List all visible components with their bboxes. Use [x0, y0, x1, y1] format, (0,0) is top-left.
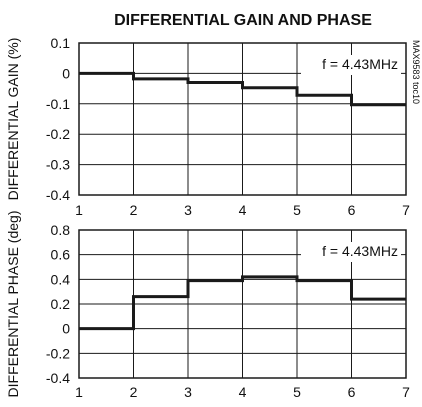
y-tick-label: -0.4	[46, 187, 70, 203]
x-tick-label: 5	[293, 384, 301, 400]
x-tick-label: 6	[348, 202, 356, 218]
x-tick-label: 2	[130, 202, 138, 218]
y-axis-label: DIFFERENTIAL PHASE (deg)	[5, 211, 21, 398]
frequency-annotation: f = 4.43MHz	[322, 56, 398, 72]
y-tick-label: 0.6	[51, 247, 71, 263]
y-tick-label: -0.2	[46, 345, 70, 361]
y-tick-label: 0.1	[51, 35, 71, 51]
y-tick-label: 0.2	[51, 296, 71, 312]
y-tick-label: 0	[62, 321, 70, 337]
plot-frame	[78, 229, 407, 379]
x-tick-label: 4	[239, 202, 247, 218]
x-tick-label: 1	[75, 384, 83, 400]
x-tick-label: 4	[239, 384, 247, 400]
y-tick-label: -0.1	[46, 96, 70, 112]
plot-1: 0.1 0 -0.1 -0.2 -0.3 -0.4 1 2 3 4 5 6 7 DIFFERENTIAL …	[5, 35, 410, 218]
annotation-bg	[301, 55, 401, 75]
y-tick-label: -0.3	[46, 157, 70, 173]
y-tick-label: 0.4	[51, 271, 71, 287]
x-tick-label: 7	[402, 384, 410, 400]
chart-title: DIFFERENTIAL GAIN AND PHASE	[114, 12, 372, 29]
plot-2: 0.8 0.6 0.4 0.2 0 -0.2 -0.4 1 2 3 4 5 6 7 DIFFERENTIAL…	[5, 211, 410, 400]
x-tick-label: 3	[184, 202, 192, 218]
x-tick-label: 6	[348, 384, 356, 400]
series-line	[79, 275, 406, 331]
annotation-bg	[301, 242, 401, 262]
x-tick-label: 7	[402, 202, 410, 218]
y-tick-label: -0.4	[46, 370, 70, 386]
x-tick-label: 3	[184, 384, 192, 400]
x-tick-label: 1	[75, 202, 83, 218]
y-tick-label: 0	[62, 65, 70, 81]
plots-group: 0.1 0 -0.1 -0.2 -0.3 -0.4 1 2 3 4 5 6 7 DIFFERENTIAL …	[5, 35, 410, 400]
frequency-annotation: f = 4.43MHz	[322, 243, 398, 259]
series-line	[79, 71, 406, 107]
x-tick-label: 2	[130, 384, 138, 400]
y-tick-label: 0.8	[51, 222, 71, 238]
x-tick-label: 5	[293, 202, 301, 218]
y-tick-label: -0.2	[46, 126, 70, 142]
side-label: MAX9583 toc10	[411, 40, 421, 104]
y-axis-label: DIFFERENTIAL GAIN (%)	[5, 38, 21, 201]
plot-frame	[78, 42, 407, 196]
